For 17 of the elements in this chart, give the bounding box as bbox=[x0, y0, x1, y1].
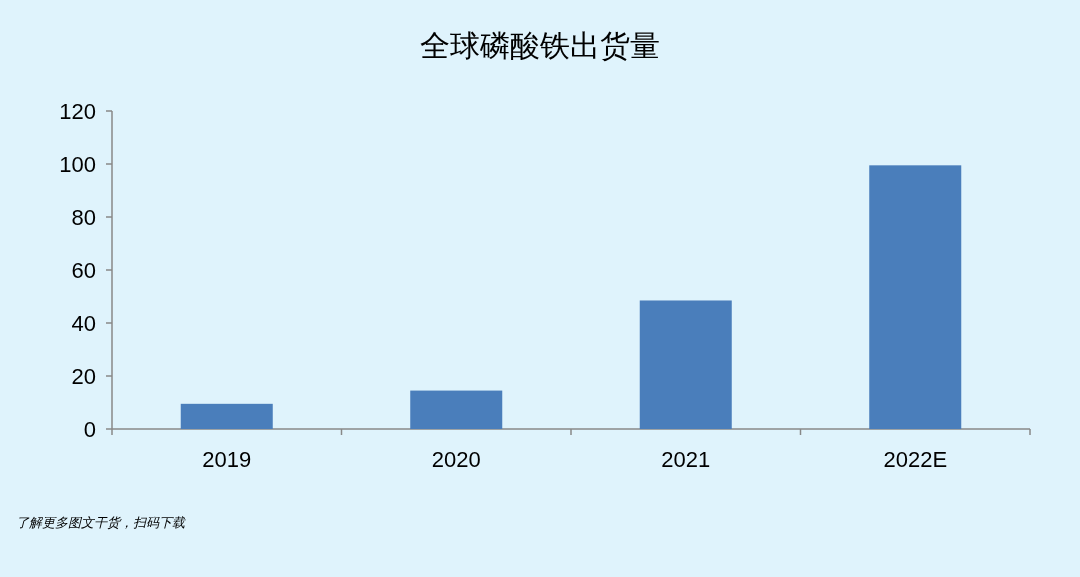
bar bbox=[639, 300, 732, 429]
x-tick-label: 2021 bbox=[661, 447, 711, 472]
y-tick-label: 0 bbox=[83, 417, 96, 442]
y-tick-label: 120 bbox=[59, 99, 96, 124]
y-tick-label: 20 bbox=[71, 364, 96, 389]
x-tick-label: 2022E bbox=[883, 447, 948, 472]
y-tick-label: 80 bbox=[71, 205, 96, 230]
chart-title: 全球磷酸铁出货量 bbox=[420, 29, 660, 62]
y-tick-label: 40 bbox=[71, 311, 96, 336]
text: 了解更多图文干货，扫码下载 bbox=[16, 515, 186, 530]
bar bbox=[869, 165, 962, 429]
x-tick-label: 2019 bbox=[202, 447, 252, 472]
bar bbox=[180, 403, 273, 429]
bar bbox=[410, 390, 503, 429]
y-tick-label: 60 bbox=[71, 258, 96, 283]
x-tick-label: 2020 bbox=[431, 447, 481, 472]
y-tick-label: 100 bbox=[59, 152, 96, 177]
